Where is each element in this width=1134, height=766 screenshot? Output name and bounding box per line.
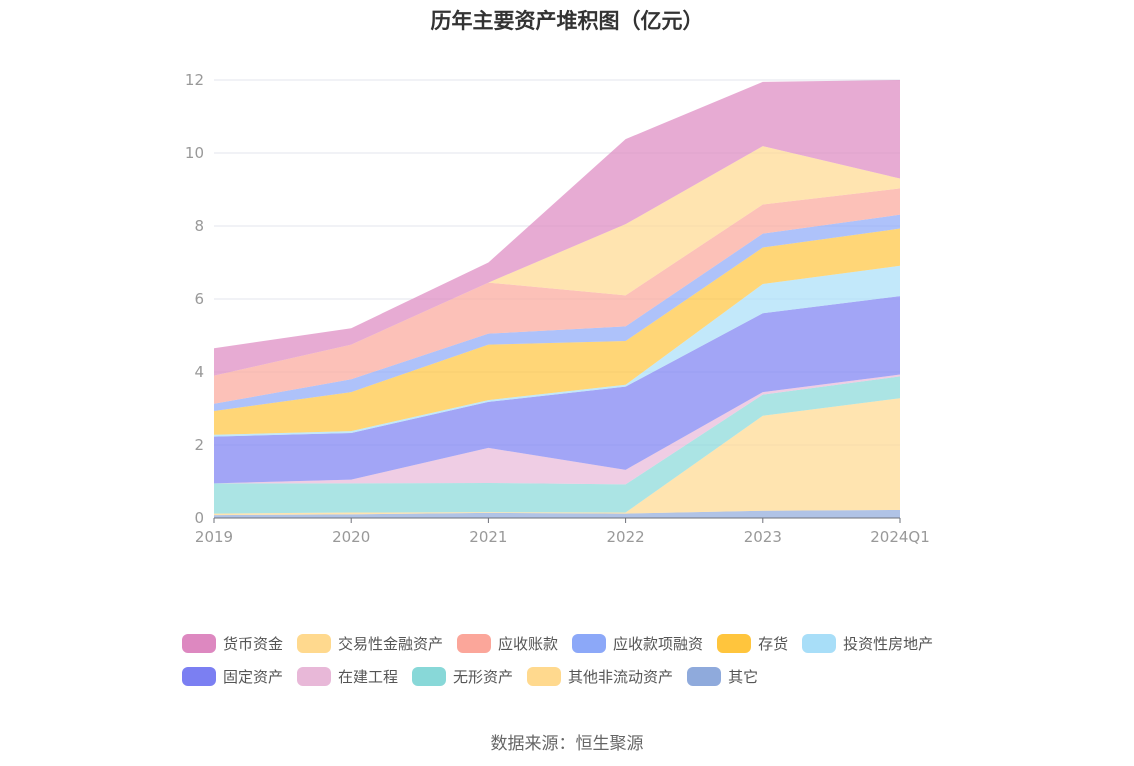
- y-tick-label: 10: [185, 144, 204, 162]
- area-series-3: [214, 374, 900, 485]
- legend-item[interactable]: 其它: [687, 665, 758, 687]
- legend-swatch: [297, 633, 332, 653]
- legend-swatch: [572, 633, 607, 653]
- x-tick-label: 2021: [469, 528, 507, 546]
- legend: 货币资金 交易性金融资产 应收账款 应收款项融资 存货 投资性房地产固定资产 在建工程 无形资…: [182, 632, 982, 698]
- x-tick-label: 2023: [744, 528, 782, 546]
- y-tick-label: 8: [194, 217, 204, 235]
- legend-swatch: [182, 666, 216, 686]
- area-series-8: [214, 188, 900, 404]
- legend-label: 其它: [728, 667, 759, 686]
- area-series-6: [214, 228, 900, 435]
- legend-label: 交易性金融资产: [338, 634, 444, 653]
- legend-swatch: [687, 666, 722, 686]
- x-tick-label: 2022: [607, 528, 645, 546]
- y-tick-label: 4: [194, 363, 204, 381]
- x-tick-label: 2019: [195, 528, 233, 546]
- area-series-layer: [214, 80, 900, 518]
- y-tick-label: 6: [194, 290, 204, 308]
- legend-label: 应收款项融资: [613, 634, 704, 653]
- legend-label: 应收账款: [498, 634, 559, 653]
- data-source-note: 数据来源：恒生聚源: [490, 734, 644, 754]
- axis-layer: 0 2 4 6 8 10 12 2019 2020 2021 2022 2023 2024Q1: [185, 71, 930, 546]
- y-tick-label: 12: [185, 71, 204, 89]
- legend-row: 货币资金 交易性金融资产 应收账款 应收款项融资 存货 投资性房地产: [182, 632, 982, 654]
- legend-row: 固定资产 在建工程 无形资产 其他非流动资产 其它: [182, 665, 982, 687]
- legend-item[interactable]: 在建工程: [297, 665, 398, 687]
- area-series-1: [214, 398, 900, 516]
- legend-item[interactable]: 货币资金: [182, 632, 283, 654]
- legend-label: 无形资产: [453, 667, 514, 686]
- chart-title: 历年主要资产堆积图（亿元）: [430, 9, 704, 33]
- legend-swatch: [182, 633, 216, 653]
- area-series-0: [214, 509, 900, 518]
- area-series-9: [214, 146, 900, 376]
- legend-item[interactable]: 交易性金融资产: [297, 632, 443, 654]
- area-series-4: [214, 296, 900, 484]
- legend-item[interactable]: 无形资产: [412, 665, 513, 687]
- area-series-10: [214, 80, 900, 376]
- legend-swatch: [527, 666, 562, 686]
- legend-label: 存货: [758, 634, 789, 653]
- legend-item[interactable]: 存货: [717, 632, 788, 654]
- area-series-5: [214, 265, 900, 437]
- legend-label: 投资性房地产: [843, 634, 934, 653]
- legend-label: 固定资产: [223, 667, 284, 686]
- legend-swatch: [802, 633, 837, 653]
- legend-swatch: [457, 633, 492, 653]
- legend-label: 货币资金: [223, 634, 284, 653]
- legend-label: 其他非流动资产: [568, 667, 674, 686]
- x-tick-label: 2020: [332, 528, 370, 546]
- legend-item[interactable]: 应收款项融资: [572, 632, 703, 654]
- area-series-7: [214, 214, 900, 412]
- legend-label: 在建工程: [338, 667, 399, 686]
- legend-item[interactable]: 其他非流动资产: [527, 665, 673, 687]
- legend-swatch: [717, 633, 752, 653]
- legend-item[interactable]: 应收账款: [457, 632, 558, 654]
- x-tick-label: 2024Q1: [870, 528, 930, 546]
- legend-swatch: [412, 666, 447, 686]
- stacked-area-chart: 0 2 4 6 8 10 12 2019 2020 2021 2022 2023 2024Q1: [185, 71, 930, 546]
- legend-item[interactable]: 投资性房地产: [802, 632, 933, 654]
- legend-swatch: [297, 666, 332, 686]
- y-tick-label: 2: [194, 436, 204, 454]
- legend-item[interactable]: 固定资产: [182, 665, 283, 687]
- y-tick-label: 0: [194, 509, 204, 527]
- area-series-2: [214, 376, 900, 514]
